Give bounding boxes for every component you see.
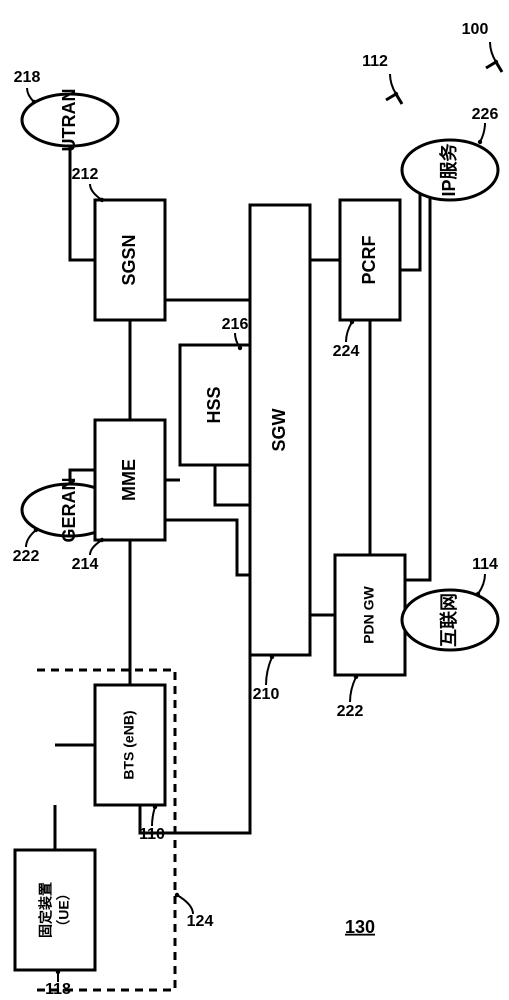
svg-text:IP服务: IP服务 (438, 143, 459, 197)
svg-text:互联网: 互联网 (439, 593, 459, 647)
svg-text:SGSN: SGSN (119, 234, 139, 285)
callout-212: 212 (72, 166, 99, 183)
callout-110: 110 (139, 826, 165, 843)
svg-text:UTRAN: UTRAN (59, 89, 79, 152)
svg-text:PCRF: PCRF (359, 235, 379, 284)
callout-114: 114 (472, 556, 498, 573)
svg-text:PDN GW: PDN GW (361, 585, 377, 643)
svg-text:SGW: SGW (269, 408, 289, 451)
svg-text:HSS: HSS (204, 386, 224, 423)
callout-124: 124 (187, 913, 214, 930)
callout-216: 216 (222, 316, 249, 333)
callout-214: 214 (72, 556, 99, 573)
callout-226: 226 (472, 106, 499, 123)
callout-112: 112 (362, 53, 388, 70)
callout-130: 130 (345, 917, 375, 937)
svg-text:固定装置: 固定装置 (38, 882, 54, 938)
callout-222: 222 (337, 703, 364, 720)
svg-text:（UE）: （UE） (56, 886, 72, 933)
callout-100: 100 (462, 21, 489, 38)
callout-224: 224 (333, 343, 360, 360)
svg-text:MME: MME (119, 459, 139, 501)
callout-222: 222 (13, 548, 40, 565)
callout-210: 210 (253, 686, 280, 703)
callout-218: 218 (14, 69, 41, 86)
callout-118: 118 (45, 981, 71, 998)
svg-text:GERAN: GERAN (59, 477, 79, 542)
svg-text:BTS (eNB): BTS (eNB) (121, 710, 137, 779)
